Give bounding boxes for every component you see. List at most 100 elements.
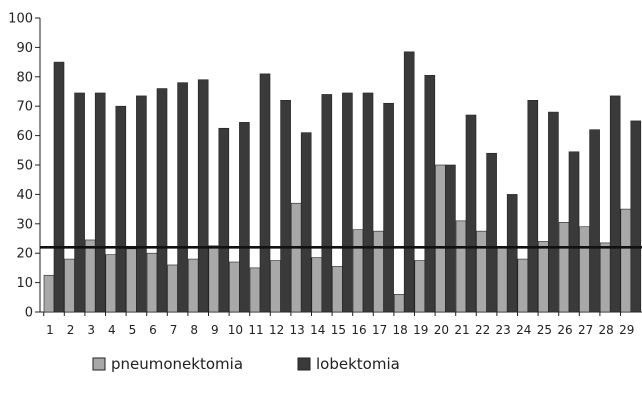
x-tick-label: 24 bbox=[516, 323, 531, 337]
bar-lobektomia bbox=[424, 75, 436, 313]
bars bbox=[43, 51, 642, 313]
legend-label-lobektomia: lobektomia bbox=[316, 355, 400, 373]
x-tick-label: 13 bbox=[290, 323, 305, 337]
x-tick-label: 8 bbox=[190, 323, 198, 337]
bar-pneumonektomia bbox=[126, 248, 137, 313]
bar-pneumonektomia bbox=[249, 267, 261, 313]
bar-pneumonektomia bbox=[393, 294, 405, 313]
bar-lobektomia bbox=[136, 95, 147, 313]
bar-pneumonektomia bbox=[208, 245, 220, 313]
y-tick-label: 100 bbox=[8, 12, 33, 27]
bar-pneumonektomia bbox=[64, 258, 75, 313]
y-tick-label: 20 bbox=[16, 247, 33, 262]
bar-lobektomia bbox=[609, 95, 621, 313]
x-tick-label: 14 bbox=[310, 323, 325, 337]
x-tick-label: 1 bbox=[46, 323, 54, 337]
y-tick-label: 90 bbox=[16, 41, 33, 56]
bar-lobektomia bbox=[53, 61, 65, 313]
bar-lobektomia bbox=[280, 100, 291, 313]
y-tick-label: 60 bbox=[16, 129, 33, 144]
x-tick-label: 19 bbox=[413, 323, 428, 337]
legend-label-pneumonektomia: pneumonektomia bbox=[111, 355, 243, 373]
bar-pneumonektomia bbox=[455, 220, 467, 313]
bar-pneumonektomia bbox=[167, 264, 178, 313]
x-tick-label: 12 bbox=[269, 323, 284, 337]
bar-lobektomia bbox=[403, 51, 415, 313]
axes: 0 10 20 30 40 50 60 70 80 90 100 bbox=[8, 12, 642, 321]
bar-pneumonektomia bbox=[558, 222, 570, 313]
bar-pneumonektomia bbox=[229, 261, 240, 313]
bar-pneumonektomia bbox=[311, 257, 323, 313]
bar-pneumonektomia bbox=[146, 252, 158, 313]
x-tick-label: 26 bbox=[557, 323, 572, 337]
x-tick-label: 5 bbox=[129, 323, 137, 337]
bar-lobektomia bbox=[321, 94, 333, 313]
x-tick-label: 7 bbox=[170, 323, 178, 337]
x-tick-label: 25 bbox=[537, 323, 552, 337]
bar-lobektomia bbox=[589, 129, 600, 313]
legend-swatch-lobektomia bbox=[297, 357, 311, 371]
bar-pneumonektomia bbox=[290, 202, 302, 313]
x-tick-label: 20 bbox=[434, 323, 449, 337]
bar-lobektomia bbox=[486, 152, 497, 313]
x-tick-label: 18 bbox=[393, 323, 408, 337]
y-tick-label: 50 bbox=[16, 159, 33, 174]
x-tick-labels: 1 2 3 4 5 6 7 8 9 10 11 12 13 14 15 16 17 18 19 20 21 22 23 24 2… bbox=[46, 323, 634, 337]
x-tick-label: 2 bbox=[67, 323, 75, 337]
bar-lobektomia bbox=[342, 92, 353, 313]
x-tick-label: 9 bbox=[211, 323, 219, 337]
bar-lobektomia bbox=[362, 92, 374, 313]
bar-lobektomia bbox=[506, 194, 518, 313]
legend: pneumonektomia lobektomia bbox=[92, 355, 400, 373]
x-tick-label: 11 bbox=[248, 323, 263, 337]
bar-pneumonektomia bbox=[43, 274, 55, 313]
x-tick-label: 16 bbox=[351, 323, 366, 337]
bar-lobektomia bbox=[445, 164, 456, 313]
bar-pneumonektomia bbox=[579, 226, 590, 313]
bar-lobektomia bbox=[239, 122, 250, 313]
y-tick-label: 0 bbox=[25, 306, 33, 321]
x-tick-label: 23 bbox=[496, 323, 511, 337]
x-tick-label: 6 bbox=[149, 323, 157, 337]
bar-pneumonektomia bbox=[517, 258, 529, 313]
bar-lobektomia bbox=[156, 88, 168, 313]
bar-pneumonektomia bbox=[414, 260, 426, 313]
bar-pneumonektomia bbox=[599, 242, 611, 313]
y-tick-label: 30 bbox=[16, 217, 33, 232]
x-tick-label: 4 bbox=[108, 323, 116, 337]
bar-pneumonektomia bbox=[373, 230, 384, 313]
bar-pneumonektomia bbox=[476, 230, 487, 313]
bar-lobektomia bbox=[383, 102, 394, 313]
legend-swatch-pneumonektomia bbox=[92, 357, 106, 371]
y-tick-label: 10 bbox=[16, 276, 33, 291]
bar-pneumonektomia bbox=[84, 239, 96, 313]
x-tick-label: 17 bbox=[372, 323, 387, 337]
bar-pneumonektomia bbox=[332, 266, 343, 313]
bar-pneumonektomia bbox=[435, 164, 446, 313]
bar-lobektomia bbox=[74, 92, 85, 313]
bar-lobektomia bbox=[568, 151, 580, 313]
x-tick-label: 10 bbox=[228, 323, 243, 337]
y-tick-label: 40 bbox=[16, 188, 33, 203]
x-tick-label: 3 bbox=[87, 323, 95, 337]
x-tick-label: 22 bbox=[475, 323, 490, 337]
bar-lobektomia bbox=[465, 114, 477, 313]
bar-lobektomia bbox=[197, 79, 209, 313]
bar-lobektomia bbox=[177, 82, 188, 313]
x-tick-label: 27 bbox=[578, 323, 593, 337]
bar-lobektomia bbox=[527, 100, 539, 313]
bar-lobektomia bbox=[300, 132, 312, 313]
bar-lobektomia bbox=[259, 73, 271, 313]
bar-pneumonektomia bbox=[620, 208, 632, 313]
y-tick-label: 80 bbox=[16, 70, 33, 85]
bar-pneumonektomia bbox=[538, 241, 549, 313]
x-tick-label: 21 bbox=[454, 323, 469, 337]
bar-pneumonektomia bbox=[496, 247, 508, 313]
y-tick-label: 70 bbox=[16, 100, 33, 115]
bar-lobektomia bbox=[94, 92, 106, 313]
bar-lobektomia bbox=[115, 105, 127, 313]
bar-pneumonektomia bbox=[270, 260, 281, 313]
x-tick-label: 28 bbox=[599, 323, 614, 337]
x-tick-label: 15 bbox=[331, 323, 346, 337]
